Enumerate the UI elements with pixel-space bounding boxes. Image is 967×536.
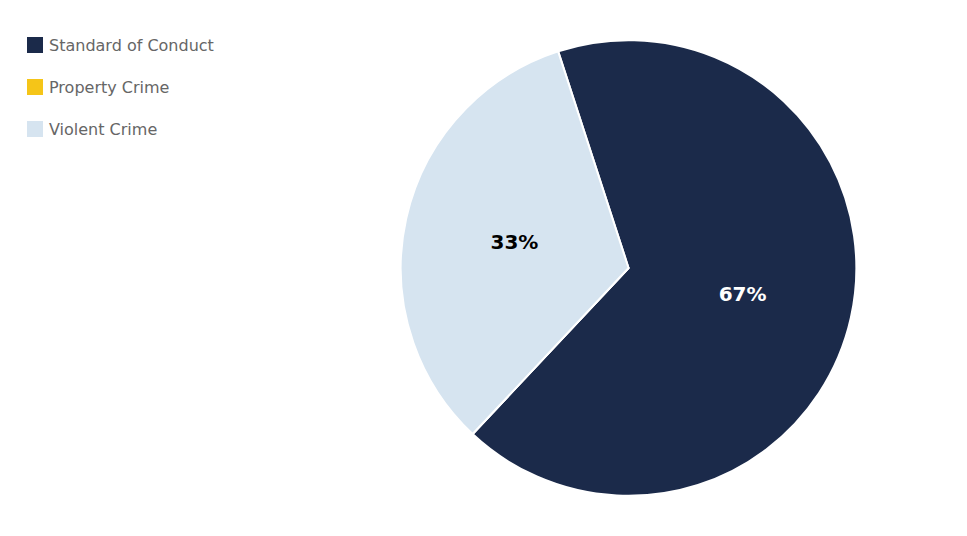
- svg-text:33%: 33%: [491, 230, 539, 254]
- svg-text:67%: 67%: [719, 282, 767, 306]
- svg-text:Property Crime: Property Crime: [49, 78, 169, 97]
- svg-text:Violent Crime: Violent Crime: [49, 120, 157, 139]
- svg-text:Standard of Conduct: Standard of Conduct: [49, 36, 214, 55]
